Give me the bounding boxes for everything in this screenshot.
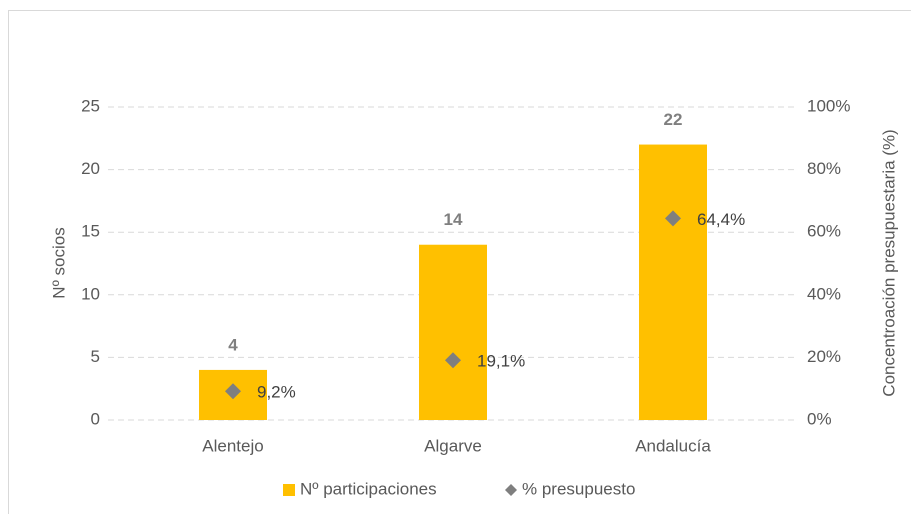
legend-swatch xyxy=(283,484,295,496)
y-tick-label: 20 xyxy=(81,159,100,178)
y-tick-label: 10 xyxy=(81,284,100,303)
y2-tick-label: 40% xyxy=(807,284,841,303)
bar-label: 4 xyxy=(228,335,238,354)
y2-tick-label: 100% xyxy=(807,96,850,115)
bar xyxy=(639,144,707,420)
y-axis-title: Nº socios xyxy=(49,227,68,298)
x-tick-label: Andalucía xyxy=(635,436,711,455)
bar-label: 22 xyxy=(664,110,683,129)
y-tick-label: 25 xyxy=(81,96,100,115)
point-label: 19,1% xyxy=(477,352,525,371)
legend-swatch xyxy=(505,484,517,496)
diamond-marker xyxy=(445,352,461,369)
x-tick-label: Algarve xyxy=(424,436,482,455)
diamond-marker xyxy=(225,383,241,400)
y2-tick-label: 20% xyxy=(807,347,841,366)
y2-axis-title: Concentroación presupuestaria (%) xyxy=(879,129,898,396)
diamond-marker xyxy=(665,210,681,227)
y2-tick-label: 60% xyxy=(807,222,841,241)
y2-tick-label: 80% xyxy=(807,159,841,178)
point-label: 9,2% xyxy=(257,383,296,402)
y-tick-label: 5 xyxy=(91,347,100,366)
legend-label: Nº participaciones xyxy=(300,479,437,498)
bar xyxy=(419,244,487,420)
y2-tick-label: 0% xyxy=(807,409,832,428)
y-tick-label: 15 xyxy=(81,222,100,241)
legend-label: % presupuesto xyxy=(522,479,635,498)
bar-label: 14 xyxy=(444,210,463,229)
x-tick-label: Alentejo xyxy=(202,436,263,455)
y-tick-label: 0 xyxy=(91,409,100,428)
point-label: 64,4% xyxy=(697,210,745,229)
